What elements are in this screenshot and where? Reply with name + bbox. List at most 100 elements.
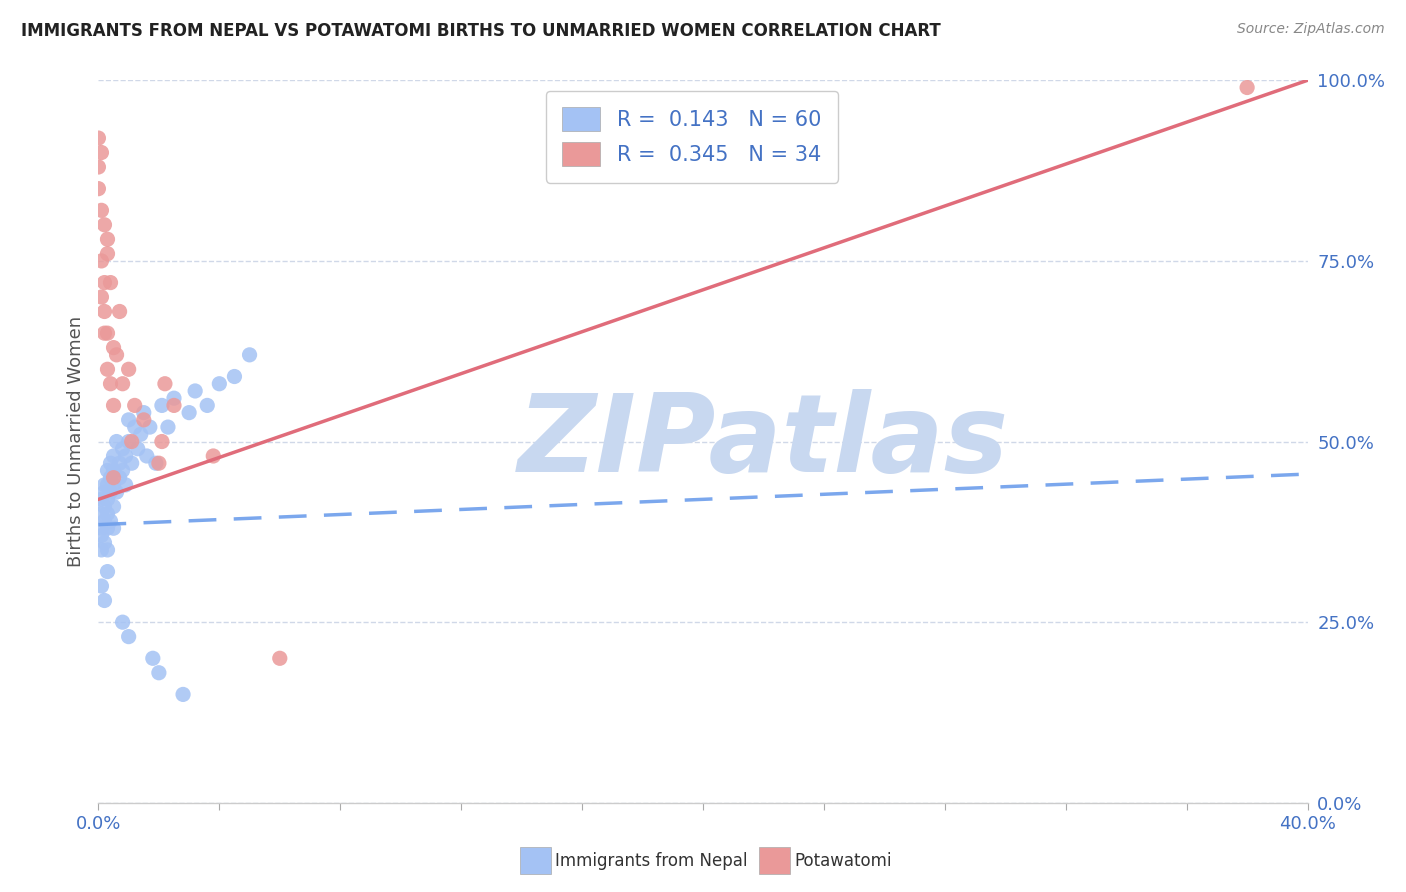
Point (90, 290, 112, 304)
Point (103, 521, 125, 535)
Point (100, 276, 122, 290)
Point (224, 369, 246, 384)
Point (90, 542, 112, 557)
Point (93, 276, 115, 290)
Point (111, 442, 134, 456)
Point (96, 232, 118, 246)
Point (90, 203, 112, 218)
Point (96, 478, 118, 492)
Point (135, 449, 157, 463)
Point (90, 253, 112, 268)
Point (179, 406, 201, 420)
Point (108, 304, 131, 318)
Point (139, 420, 162, 434)
Point (1236, 80, 1258, 95)
Point (156, 420, 179, 434)
Point (90, 507, 112, 521)
Point (90, 579, 112, 593)
Point (118, 413, 141, 427)
Point (127, 442, 149, 456)
Point (132, 406, 155, 420)
Point (87, 182, 110, 196)
Text: ZIPatlas: ZIPatlas (517, 389, 1010, 494)
Point (93, 500, 115, 514)
Point (100, 470, 122, 484)
Point (153, 376, 176, 391)
Point (148, 456, 170, 470)
Point (184, 384, 207, 398)
Point (121, 434, 143, 449)
Point (100, 456, 122, 470)
Point (195, 398, 218, 412)
Point (103, 478, 125, 492)
Point (103, 500, 125, 514)
Point (114, 449, 136, 463)
Point (132, 413, 155, 427)
Legend: R =  0.143   N = 60, R =  0.345   N = 34: R = 0.143 N = 60, R = 0.345 N = 34 (546, 91, 838, 183)
Point (103, 470, 125, 484)
Point (121, 456, 143, 470)
Point (118, 434, 141, 449)
Point (239, 348, 262, 362)
Point (87, 160, 110, 174)
Point (93, 304, 115, 318)
Point (96, 492, 118, 507)
Point (96, 565, 118, 579)
Point (172, 687, 194, 701)
Point (108, 456, 131, 470)
Y-axis label: Births to Unmarried Women: Births to Unmarried Women (66, 316, 84, 567)
Point (93, 485, 115, 500)
Point (163, 391, 186, 405)
Point (103, 449, 125, 463)
Point (145, 456, 167, 470)
Point (87, 131, 110, 145)
Point (96, 326, 118, 340)
Point (93, 218, 115, 232)
Point (118, 362, 141, 376)
Point (100, 485, 122, 500)
Point (124, 420, 146, 434)
Point (100, 376, 122, 391)
Point (105, 434, 128, 449)
Point (96, 246, 118, 260)
Point (100, 514, 122, 528)
Point (93, 514, 115, 528)
Point (96, 521, 118, 535)
Point (105, 348, 128, 362)
Point (124, 398, 146, 412)
Point (93, 478, 115, 492)
Point (108, 470, 131, 484)
Text: Immigrants from Nepal: Immigrants from Nepal (555, 852, 748, 870)
Point (111, 376, 134, 391)
Point (148, 665, 170, 680)
Text: Source: ZipAtlas.com: Source: ZipAtlas.com (1237, 22, 1385, 37)
Point (96, 507, 118, 521)
Point (208, 376, 231, 391)
Point (90, 521, 112, 535)
Point (105, 485, 128, 500)
Text: IMMIGRANTS FROM NEPAL VS POTAWATOMI BIRTHS TO UNMARRIED WOMEN CORRELATION CHART: IMMIGRANTS FROM NEPAL VS POTAWATOMI BIRT… (21, 22, 941, 40)
Point (90, 492, 112, 507)
Point (163, 398, 186, 412)
Point (269, 651, 291, 665)
Point (96, 463, 118, 477)
Point (114, 478, 136, 492)
Point (93, 593, 115, 607)
Point (90, 145, 112, 160)
Point (103, 341, 125, 355)
Point (96, 362, 118, 376)
Point (142, 651, 165, 665)
Point (90, 528, 112, 542)
Point (103, 463, 125, 477)
Point (93, 535, 115, 549)
Point (150, 434, 173, 449)
Point (93, 326, 115, 340)
Point (96, 542, 118, 557)
Point (118, 630, 141, 644)
Point (202, 449, 225, 463)
Point (111, 615, 134, 630)
Point (111, 463, 134, 477)
Text: Potawatomi: Potawatomi (794, 852, 891, 870)
Point (150, 398, 173, 412)
Point (129, 427, 152, 442)
